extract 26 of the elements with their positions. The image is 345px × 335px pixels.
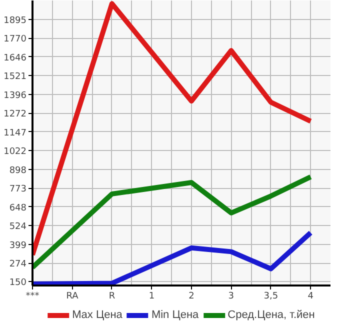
x-tick-label: *** [26, 292, 40, 302]
y-tick-label: 1396 [4, 90, 27, 101]
legend-label: Max Цена [72, 309, 122, 321]
y-tick-label: 1895 [4, 16, 26, 26]
y-tick-label: 648 [9, 203, 27, 214]
x-tick-label: 3,5 [264, 292, 278, 302]
x-tick-label: 4 [308, 292, 314, 302]
legend-label: Сред.Цена, т.йен [228, 309, 315, 321]
y-tick-label: 399 [9, 240, 27, 251]
y-tick-label: 1646 [4, 53, 27, 64]
x-tick-label: 2 [188, 292, 194, 302]
y-tick-label: 274 [9, 260, 27, 270]
y-tick-label: 1272 [4, 110, 26, 120]
y-tick-label: 773 [9, 184, 27, 195]
x-tick-label: R [108, 292, 116, 302]
y-tick-label: 1521 [4, 72, 26, 82]
y-tick-label: 524 [9, 222, 27, 232]
x-tick-label: RA [66, 292, 80, 302]
x-tick-label: 1 [148, 292, 155, 302]
y-tick-label: 1770 [4, 34, 27, 45]
y-tick-label: 898 [9, 166, 27, 176]
y-tick-label: 150 [9, 278, 27, 288]
y-tick-label: 1022 [4, 147, 26, 158]
legend-label: Min Цена [151, 309, 199, 321]
y-tick-label: 1147 [4, 128, 26, 138]
x-tick-label: 3 [228, 292, 234, 302]
